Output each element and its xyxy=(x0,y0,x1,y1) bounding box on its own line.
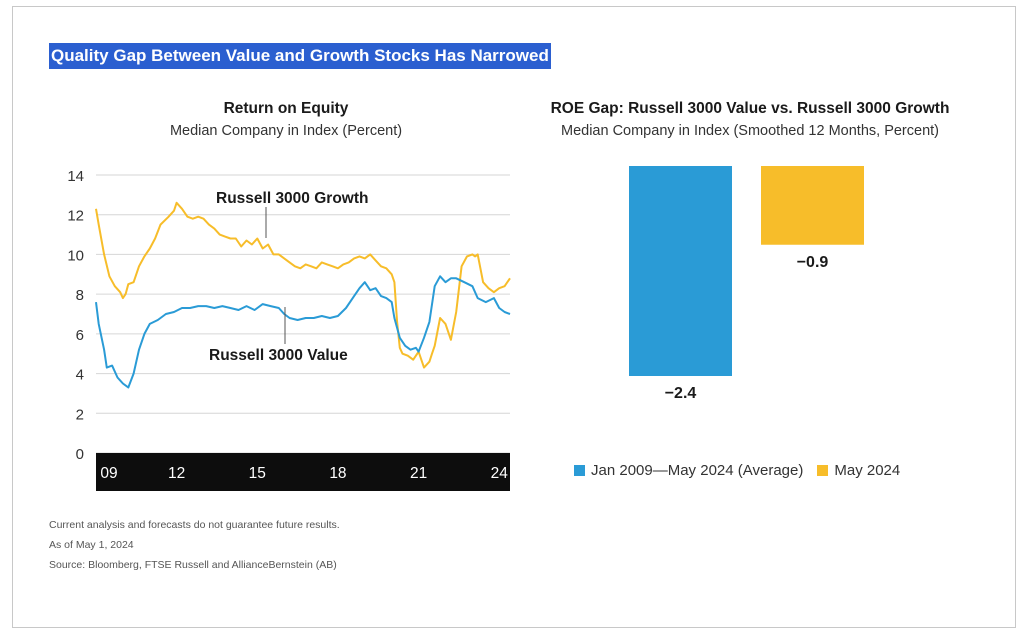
value-series-label: Russell 3000 Value xyxy=(209,347,348,364)
growth-series-label: Russell 3000 Growth xyxy=(216,190,368,207)
gap-chart-subtitle: Median Company in Index (Smoothed 12 Mon… xyxy=(560,123,939,139)
legend-swatch-blue xyxy=(574,465,585,476)
gap-chart-title: ROE Gap: Russell 3000 Value vs. Russell … xyxy=(550,100,950,117)
x-tick-label: 21 xyxy=(410,465,427,482)
bar-legend: Jan 2009—May 2024 (Average) May 2024 xyxy=(574,462,914,479)
x-tick-label: 12 xyxy=(168,465,185,482)
y-tick-label: 8 xyxy=(76,287,84,304)
legend-label-may-2024: May 2024 xyxy=(834,462,901,479)
legend-item-average: Jan 2009—May 2024 (Average) xyxy=(574,462,803,479)
y-tick-label: 4 xyxy=(76,367,84,384)
legend-label-average: Jan 2009—May 2024 (Average) xyxy=(591,462,804,479)
x-axis-band xyxy=(96,453,510,491)
roe-chart-subtitle: Median Company in Index (Percent) xyxy=(169,123,403,139)
legend-item-may-2024: May 2024 xyxy=(817,462,900,479)
y-tick-label: 6 xyxy=(76,327,84,344)
roe-chart-title: Return on Equity xyxy=(223,100,349,117)
y-tick-label: 12 xyxy=(67,208,84,225)
x-tick-label: 15 xyxy=(249,465,266,482)
growth-series-line xyxy=(95,201,511,369)
value-series-line xyxy=(95,275,511,389)
y-tick-label: 14 xyxy=(67,168,84,185)
chart-frame xyxy=(12,6,1016,628)
y-tick-label: 0 xyxy=(76,446,84,463)
x-tick-label: 24 xyxy=(491,465,509,482)
footnote-date: As of May 1, 2024 xyxy=(49,539,134,551)
footnote-disclaimer: Current analysis and forecasts do not gu… xyxy=(49,519,340,531)
y-tick-label: 10 xyxy=(67,247,84,264)
footnote-source: Source: Bloomberg, FTSE Russell and Alli… xyxy=(49,559,337,571)
headline: Quality Gap Between Value and Growth Sto… xyxy=(49,43,551,69)
x-tick-label: 09 xyxy=(100,465,117,482)
y-tick-label: 2 xyxy=(76,406,84,423)
x-tick-label: 18 xyxy=(329,465,346,482)
legend-swatch-yellow xyxy=(817,465,829,476)
